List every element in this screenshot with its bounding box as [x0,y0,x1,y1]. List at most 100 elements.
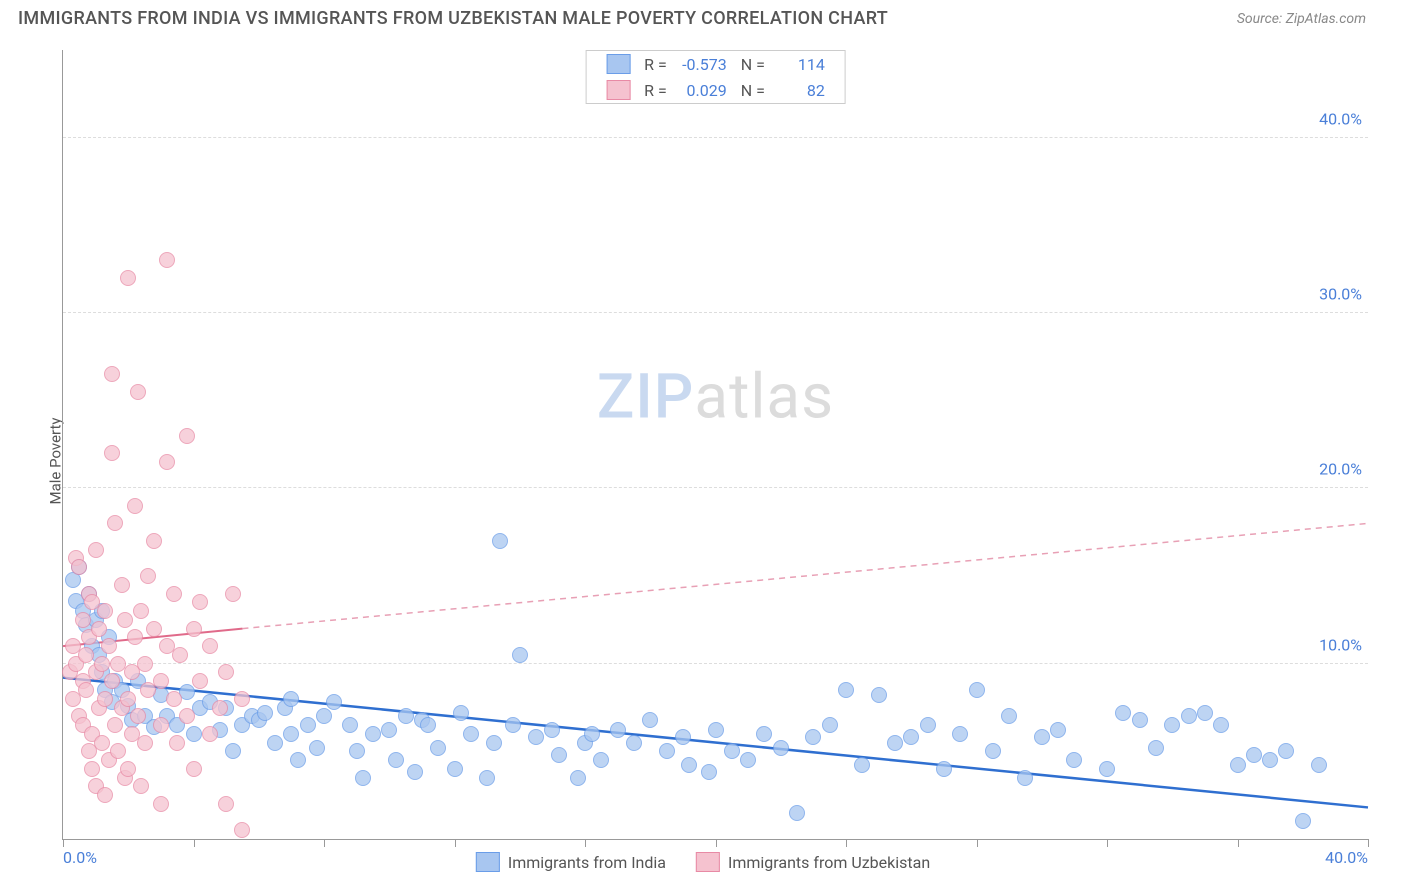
data-point-india [1262,752,1278,768]
data-point-india [969,682,985,698]
data-point-uzbekistan [78,647,94,663]
data-point-uzbekistan [212,700,228,716]
data-point-uzbekistan [97,787,113,803]
swatch-india [606,54,630,74]
x-tick [846,839,847,847]
data-point-uzbekistan [71,559,87,575]
source-label: Source: ZipAtlas.com [1237,11,1366,27]
data-point-india [326,694,342,710]
data-point-uzbekistan [225,586,241,602]
data-point-india [724,743,740,759]
data-point-india [186,726,202,742]
data-point-uzbekistan [192,594,208,610]
data-point-uzbekistan [179,428,195,444]
data-point-india [1311,757,1327,773]
data-point-india [453,705,469,721]
r-label: R = [644,55,667,74]
data-point-india [1115,705,1131,721]
data-point-india [871,687,887,703]
y-tick-label: 10.0% [1319,635,1362,654]
data-point-india [610,722,626,738]
data-point-uzbekistan [94,735,110,751]
x-tick [585,839,586,847]
data-point-uzbekistan [166,586,182,602]
data-point-india [1050,722,1066,738]
data-point-india [642,712,658,728]
data-point-uzbekistan [104,673,120,689]
plot-area: ZIPatlas R = -0.573 N = 114 R = 0.029 N … [62,50,1368,840]
legend-row-uzbekistan: R = 0.029 N = 82 [586,77,845,103]
data-point-india [773,740,789,756]
data-point-uzbekistan [120,691,136,707]
data-point-india [1148,740,1164,756]
chart-title: IMMIGRANTS FROM INDIA VS IMMIGRANTS FROM… [18,8,888,29]
data-point-india [593,752,609,768]
data-point-india [1246,747,1262,763]
data-point-india [342,717,358,733]
data-point-india [1132,712,1148,728]
data-point-uzbekistan [186,761,202,777]
data-point-uzbekistan [140,568,156,584]
n-value-uzbekistan: 82 [779,81,825,100]
data-point-uzbekistan [186,621,202,637]
x-tick-label: 0.0% [63,848,97,867]
x-tick [977,839,978,847]
data-point-uzbekistan [101,638,117,654]
data-point-uzbekistan [104,445,120,461]
data-point-uzbekistan [110,743,126,759]
data-point-uzbekistan [84,761,100,777]
x-tick [455,839,456,847]
gridline [63,663,1368,664]
legend-item-india: Immigrants from India [476,852,666,872]
data-point-india [225,743,241,759]
data-point-uzbekistan [153,673,169,689]
data-point-india [985,743,1001,759]
data-point-uzbekistan [179,708,195,724]
data-point-uzbekistan [130,708,146,724]
x-tick [1107,839,1108,847]
data-point-uzbekistan [146,533,162,549]
data-point-uzbekistan [146,621,162,637]
data-point-uzbekistan [127,629,143,645]
series-legend: Immigrants from India Immigrants from Uz… [476,852,930,872]
data-point-india [1213,717,1229,733]
data-point-uzbekistan [153,796,169,812]
data-point-india [420,717,436,733]
x-tick [716,839,717,847]
gridline [63,312,1368,313]
data-point-india [659,743,675,759]
y-tick-label: 20.0% [1319,460,1362,479]
data-point-india [1017,770,1033,786]
x-tick [63,839,64,847]
data-point-india [1099,761,1115,777]
chart-container: Male Poverty ZIPatlas R = -0.573 N = 114… [18,42,1388,880]
data-point-uzbekistan [114,577,130,593]
data-point-uzbekistan [127,498,143,514]
data-point-india [1066,752,1082,768]
data-point-india [701,764,717,780]
data-point-india [398,708,414,724]
data-point-uzbekistan [169,735,185,751]
data-point-india [789,805,805,821]
data-point-uzbekistan [172,647,188,663]
data-point-uzbekistan [117,612,133,628]
data-point-india [854,757,870,773]
data-point-india [952,726,968,742]
r-value-uzbekistan: 0.029 [681,81,727,100]
data-point-india [551,747,567,763]
x-tick [324,839,325,847]
swatch-india [476,852,500,872]
data-point-india [887,735,903,751]
x-tick [194,839,195,847]
data-point-india [1295,813,1311,829]
data-point-india [936,761,952,777]
data-point-india [283,691,299,707]
gridline [63,487,1368,488]
n-value-india: 114 [779,55,825,74]
data-point-india [407,764,423,780]
data-point-uzbekistan [97,603,113,619]
data-point-india [349,743,365,759]
data-point-india [463,726,479,742]
r-value-india: -0.573 [681,55,727,74]
data-point-india [479,770,495,786]
